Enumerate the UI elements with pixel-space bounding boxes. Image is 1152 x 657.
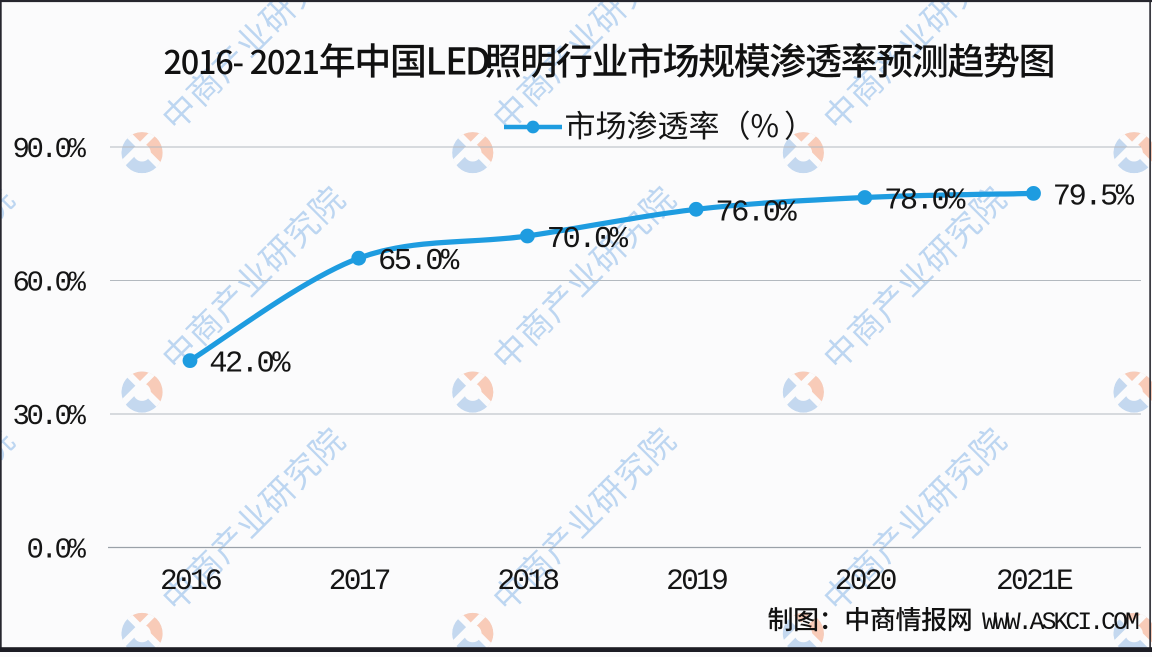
svg-text:78.0%: 78.0% — [884, 185, 966, 219]
svg-text:65.0%: 65.0% — [378, 245, 460, 279]
svg-text:WWW.ASKCI.COM: WWW.ASKCI.COM — [982, 609, 1139, 637]
svg-text:76.0%: 76.0% — [715, 196, 797, 230]
svg-text:2020: 2020 — [835, 564, 896, 598]
svg-text:90.0%: 90.0% — [13, 133, 87, 166]
svg-text:2018: 2018 — [497, 564, 558, 598]
svg-text:2019: 2019 — [666, 564, 727, 598]
svg-text:2016: 2016 — [160, 564, 221, 598]
svg-text:30.0%: 30.0% — [13, 400, 87, 433]
svg-text:2021E: 2021E — [996, 564, 1073, 598]
svg-text:70.0%: 70.0% — [547, 223, 629, 257]
svg-text:42.0%: 42.0% — [209, 348, 291, 382]
svg-text:79.5%: 79.5% — [1053, 180, 1135, 214]
svg-text:2017: 2017 — [329, 564, 390, 598]
svg-text:0.0%: 0.0% — [27, 534, 87, 567]
svg-text:60.0%: 60.0% — [13, 267, 87, 300]
